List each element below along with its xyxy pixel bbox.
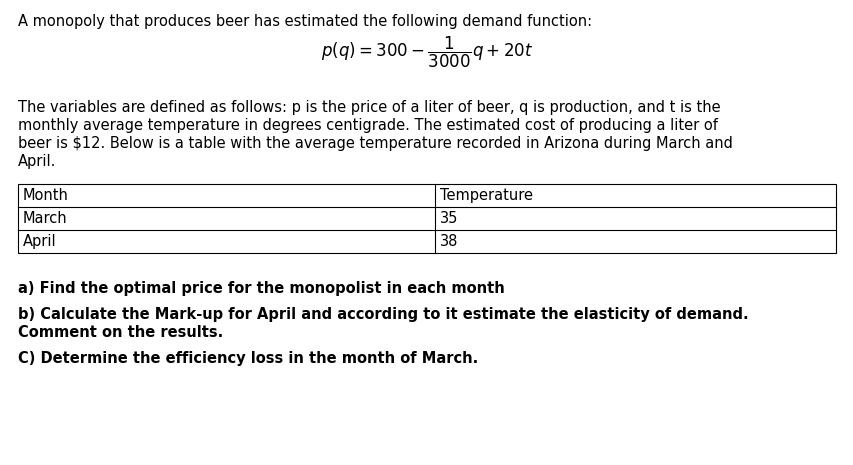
Bar <box>18 184 835 253</box>
Text: The variables are defined as follows: p is the price of a liter of beer, q is pr: The variables are defined as follows: p … <box>18 100 720 115</box>
Text: 38: 38 <box>439 234 458 249</box>
Text: $p(q) = 300 - \dfrac{1}{3000}q + 20t$: $p(q) = 300 - \dfrac{1}{3000}q + 20t$ <box>321 34 532 70</box>
Text: A monopoly that produces beer has estimated the following demand function:: A monopoly that produces beer has estima… <box>18 14 591 29</box>
Text: monthly average temperature in degrees centigrade. The estimated cost of produci: monthly average temperature in degrees c… <box>18 118 717 133</box>
Text: April: April <box>23 234 56 249</box>
Text: March: March <box>23 211 67 226</box>
Text: beer is $12. Below is a table with the average temperature recorded in Arizona d: beer is $12. Below is a table with the a… <box>18 136 732 151</box>
Text: Temperature: Temperature <box>439 188 532 203</box>
Text: C) Determine the efficiency loss in the month of March.: C) Determine the efficiency loss in the … <box>18 351 478 366</box>
Text: b) Calculate the Mark-up for April and according to it estimate the elasticity o: b) Calculate the Mark-up for April and a… <box>18 307 748 322</box>
Text: Month: Month <box>23 188 69 203</box>
Text: 35: 35 <box>439 211 458 226</box>
Text: a) Find the optimal price for the monopolist in each month: a) Find the optimal price for the monopo… <box>18 281 504 296</box>
Text: Comment on the results.: Comment on the results. <box>18 325 223 340</box>
Text: April.: April. <box>18 154 56 169</box>
